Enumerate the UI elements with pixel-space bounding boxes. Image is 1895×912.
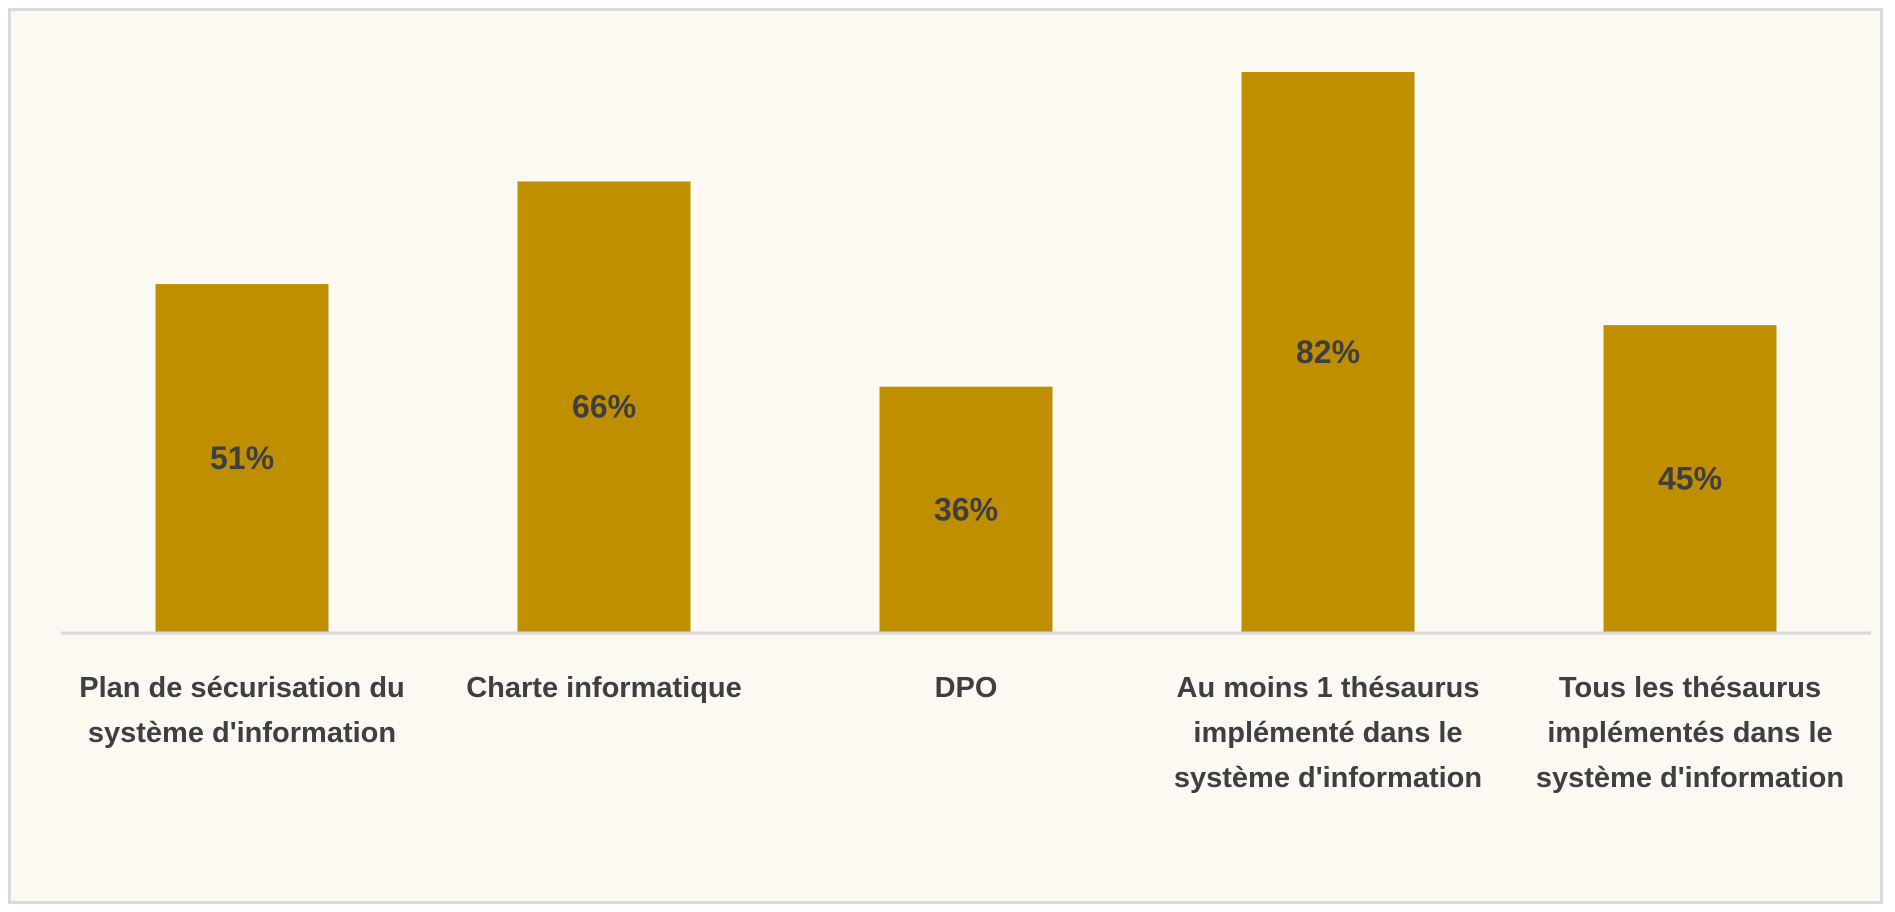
x-tick-label: Au moins 1 thésaurus implémenté dans le … <box>1173 672 1483 794</box>
data-label: 82% <box>1296 334 1360 370</box>
x-tick-label: Plan de sécurisation du système d'inform… <box>79 672 405 749</box>
bar <box>1603 325 1777 633</box>
data-label: 66% <box>572 389 636 425</box>
bar <box>1241 72 1415 633</box>
bar <box>879 386 1053 633</box>
x-tick-label: Tous les thésaurus implémentés dans le s… <box>1535 672 1845 794</box>
x-tick-label: Charte informatique <box>466 672 742 704</box>
bar <box>155 284 329 633</box>
bar <box>517 181 691 633</box>
x-tick-label: DPO <box>934 672 998 704</box>
data-label: 45% <box>1658 461 1722 497</box>
data-label: 36% <box>934 491 998 527</box>
chart: 51% 66% 36% 82% 45% <box>61 72 1871 635</box>
data-label: 51% <box>210 440 274 476</box>
chart-frame: 51% 66% 36% 82% 45% Plan de sécurisation du … <box>8 8 1883 904</box>
